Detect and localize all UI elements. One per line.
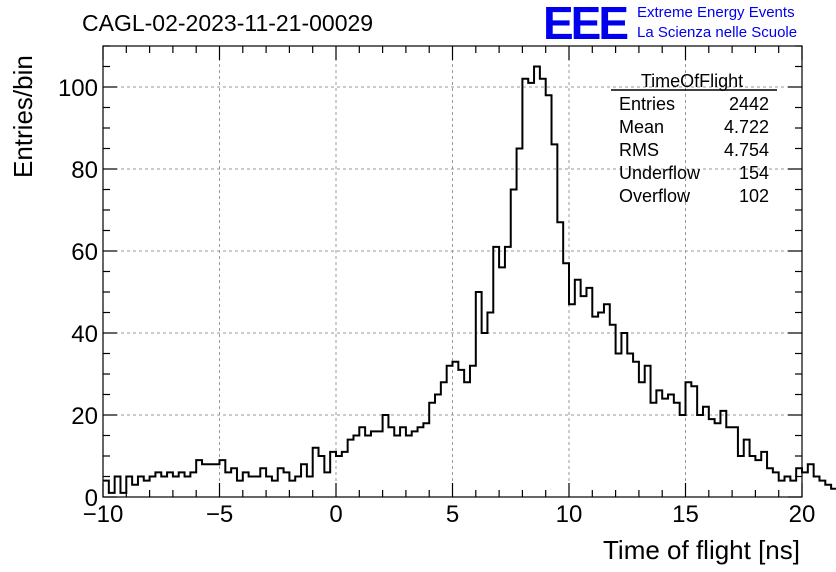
stats-title: TimeOfFlight xyxy=(641,71,743,91)
x-tick-label: 10 xyxy=(556,501,583,528)
stats-value-underflow: 154 xyxy=(739,163,769,183)
y-tick-label: 0 xyxy=(85,485,98,512)
y-tick-label: 20 xyxy=(71,403,98,430)
stats-label-underflow: Underflow xyxy=(619,163,701,183)
x-tick-label: 20 xyxy=(789,501,816,528)
x-tick-label: −5 xyxy=(206,501,233,528)
stats-label-overflow: Overflow xyxy=(619,186,691,206)
stats-value-overflow: 102 xyxy=(739,186,769,206)
y-tick-label: 60 xyxy=(71,239,98,266)
logo-tagline-2: La Scienza nelle Scuole xyxy=(637,24,798,41)
stats-label-rms: RMS xyxy=(619,140,659,160)
y-axis-label: Entries/bin xyxy=(8,55,38,178)
stats-value-mean: 4.722 xyxy=(724,117,769,137)
stats-label-entries: Entries xyxy=(619,94,675,114)
x-tick-label: −10 xyxy=(83,501,124,528)
stats-value-rms: 4.754 xyxy=(724,140,769,160)
x-axis-label: Time of flight [ns] xyxy=(603,535,800,565)
stats-box: TimeOfFlight Entries 2442 Mean 4.722 RMS… xyxy=(611,71,777,206)
run-title: CAGL-02-2023-11-21-00029 xyxy=(82,10,374,36)
y-tick-label: 40 xyxy=(71,321,98,348)
axis-ticks xyxy=(102,45,803,498)
x-tick-label: 5 xyxy=(446,501,459,528)
x-tick-label: 0 xyxy=(329,501,342,528)
eee-logo: EEE xyxy=(543,0,629,49)
stats-value-entries: 2442 xyxy=(729,94,769,114)
y-tick-label: 80 xyxy=(71,157,98,184)
stats-label-mean: Mean xyxy=(619,117,664,137)
x-tick-label: 15 xyxy=(672,501,699,528)
histogram-line xyxy=(103,65,836,494)
grid-lines xyxy=(103,46,802,497)
y-tick-label: 100 xyxy=(58,75,98,102)
tick-labels: −10 −5 0 5 10 15 20 0 20 40 60 80 100 xyxy=(58,75,815,528)
logo-tagline-1: Extreme Energy Events xyxy=(637,4,795,21)
